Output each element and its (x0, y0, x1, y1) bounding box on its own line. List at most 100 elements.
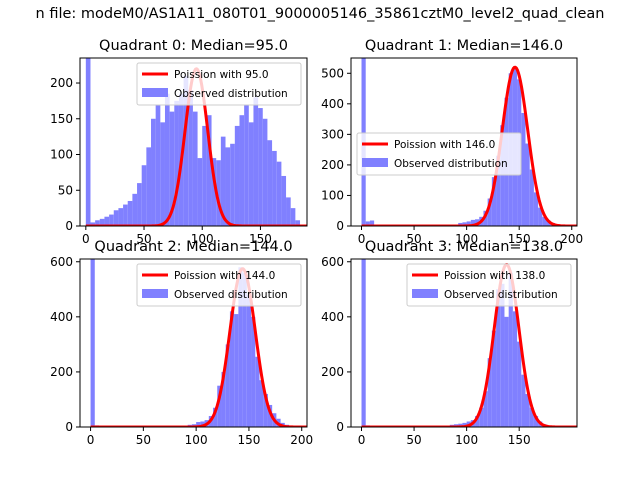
histogram-bar (242, 272, 247, 427)
poisson-curve (360, 263, 577, 427)
histogram-bar (538, 207, 543, 226)
histogram-bar (127, 200, 133, 226)
y-tick-label: 200 (321, 158, 344, 172)
histogram-bar (462, 422, 467, 427)
y-tick-label: 400 (50, 310, 73, 324)
x-tick-label: 150 (508, 232, 531, 246)
y-tick-label: 200 (50, 76, 73, 90)
histogram-bar (458, 222, 463, 226)
histogram-bar (529, 169, 534, 226)
histogram-bar (192, 111, 198, 226)
histogram-bar (118, 208, 124, 226)
y-tick-label: 0 (336, 420, 344, 434)
histogram-bar (508, 272, 513, 427)
histogram-bar (90, 259, 95, 427)
histogram-bar (141, 165, 147, 226)
y-tick-label: 600 (50, 255, 73, 269)
y-tick-label: 400 (321, 310, 344, 324)
x-tick-label: 200 (560, 232, 583, 246)
histogram-bar (529, 407, 534, 427)
histogram-bar (160, 122, 165, 226)
legend: Poission with 144.0 Observed distribution (136, 263, 302, 307)
histogram-bar (475, 415, 480, 427)
plot-area (89, 259, 307, 427)
y-tick-label: 600 (321, 255, 344, 269)
histogram-bar (487, 198, 492, 226)
histogram-bar (487, 358, 492, 427)
y-tick-label: 100 (321, 188, 344, 202)
histogram-bar (365, 221, 370, 226)
histogram-bar (132, 193, 138, 226)
plot-area (360, 259, 577, 427)
x-tick-label: 200 (290, 433, 313, 447)
histogram-bar (500, 125, 505, 226)
x-tick-label: 100 (191, 232, 214, 246)
histogram-bar (221, 371, 226, 427)
histogram-bar (234, 125, 240, 226)
histogram-bar (220, 136, 226, 226)
histogram-bar (267, 140, 273, 226)
histogram-bar (479, 407, 484, 427)
histogram-bar (290, 208, 296, 226)
histogram-bar (99, 218, 105, 226)
legend: Poission with 138.0 Observed distribution (406, 263, 572, 307)
histogram-bar (206, 115, 212, 226)
histogram-bar (458, 423, 463, 427)
x-tick-label: 0 (87, 433, 95, 447)
x-tick-label: 100 (455, 232, 478, 246)
legend-box (136, 263, 302, 307)
histogram-bar (272, 150, 277, 226)
x-tick-label: 100 (455, 433, 478, 447)
histogram-bar (137, 183, 142, 226)
histogram-bar (174, 100, 179, 226)
histogram-bar (104, 216, 110, 226)
histogram-bar (262, 118, 268, 226)
x-tick-label: 0 (358, 232, 366, 246)
x-tick-label: 50 (136, 433, 151, 447)
legend: Poission with 146.0 Observed distribution (356, 132, 522, 176)
histogram-bar (151, 118, 156, 226)
histogram-bar (213, 407, 218, 427)
x-tick-label: 50 (136, 232, 151, 246)
histogram-bar (251, 316, 256, 427)
legend-observed-swatch (412, 289, 438, 298)
histogram-bar (164, 93, 170, 226)
subplot-title: Quadrant 1: Median=146.0 (365, 38, 563, 54)
histogram-bar (253, 97, 259, 226)
legend-poisson-label: Poission with 95.0 (174, 69, 269, 81)
histogram-bar (276, 161, 282, 226)
histogram-bar (90, 222, 96, 226)
axes-frame (79, 258, 308, 428)
legend-observed-label: Observed distribution (394, 158, 508, 170)
histogram-bar (238, 267, 243, 427)
histogram-bar (546, 220, 551, 226)
legend-observed-swatch (362, 158, 388, 167)
y-tick-label: 0 (65, 420, 73, 434)
histogram-bar (197, 158, 203, 226)
histogram-bar (229, 311, 235, 427)
subplot-title: Quadrant 2: Median=144.0 (94, 239, 292, 255)
x-tick-label: 0 (358, 433, 366, 447)
histogram-bar (267, 404, 273, 427)
axes-frame (350, 57, 578, 227)
subplot-quadrant-1: 0 50 100 150 200 0 100 200 300 400 500 Quadrant 1: … (321, 38, 583, 246)
y-tick-label: 100 (50, 148, 73, 162)
histogram-bar (246, 294, 252, 427)
histogram-bar (533, 415, 539, 427)
histogram-bar (225, 147, 231, 226)
histogram-bar (217, 385, 222, 427)
subplot-title: Quadrant 3: Median=138.0 (365, 239, 563, 255)
histogram-bar (483, 391, 488, 427)
y-tick-label: 0 (336, 219, 344, 233)
legend: Poission with 95.0 Observed distribution (136, 62, 302, 106)
histogram-bar (263, 393, 268, 427)
x-tick-label: 50 (406, 232, 421, 246)
histogram-bar (496, 155, 501, 226)
histogram-bar (196, 422, 201, 427)
x-tick-label: 0 (82, 232, 90, 246)
y-tick-label: 500 (321, 66, 344, 80)
plot-area (84, 58, 307, 226)
x-tick-label: 150 (237, 433, 260, 447)
y-tick-label: 200 (50, 365, 73, 379)
histogram-bar (113, 210, 119, 226)
